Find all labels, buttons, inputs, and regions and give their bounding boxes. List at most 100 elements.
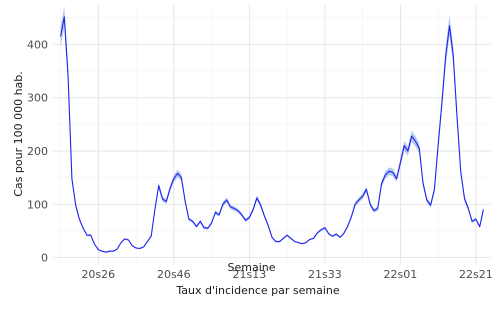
data-point (139, 248, 140, 249)
data-point (245, 220, 246, 221)
data-point (468, 208, 469, 209)
data-point (71, 178, 72, 179)
data-point (264, 215, 265, 216)
data-point (219, 214, 220, 215)
x-tick-label: 22s01 (384, 268, 418, 281)
data-point (317, 232, 318, 233)
data-point (343, 233, 344, 234)
y-tick-label: 200 (27, 145, 48, 158)
data-point (256, 197, 257, 198)
data-point (404, 145, 405, 146)
data-point (203, 227, 204, 228)
data-point (90, 235, 91, 236)
data-point (188, 219, 189, 220)
data-point (253, 209, 254, 210)
data-point (389, 171, 390, 172)
data-point (158, 185, 159, 186)
data-point (271, 237, 272, 238)
data-point (86, 235, 87, 236)
data-point (177, 173, 178, 174)
data-point (170, 188, 171, 189)
data-point (249, 217, 250, 218)
data-point (434, 189, 435, 190)
data-point (222, 204, 223, 205)
data-point (132, 245, 133, 246)
grid-lines (53, 4, 491, 265)
data-point (347, 226, 348, 227)
data-point (98, 249, 99, 250)
data-point (355, 204, 356, 205)
data-point (94, 244, 95, 245)
data-point (422, 182, 423, 183)
x-tick-label: 20s26 (81, 268, 115, 281)
data-point (260, 205, 261, 206)
data-point (445, 56, 446, 57)
y-axis-title: Cas pour 100 000 hab. (12, 71, 25, 197)
x-tick-labels: 20s26 20s46 21s13 21s33 22s01 22s21 (81, 268, 492, 281)
data-point (373, 210, 374, 211)
data-point (211, 222, 212, 223)
data-point (438, 145, 439, 146)
data-point (200, 221, 201, 222)
data-point (196, 226, 197, 227)
data-point (351, 217, 352, 218)
data-point (109, 251, 110, 252)
data-point (298, 242, 299, 243)
data-point (241, 214, 242, 215)
data-point (207, 228, 208, 229)
data-point (143, 246, 144, 247)
data-point (279, 241, 280, 242)
data-point (456, 116, 457, 117)
data-point (268, 225, 269, 226)
data-point (234, 208, 235, 209)
x-tick-label: 20s46 (157, 268, 191, 281)
x-tick-label: 21s13 (232, 268, 266, 281)
data-point (472, 221, 473, 222)
data-point (275, 241, 276, 242)
y-tick-labels: 0 100 200 300 400 (27, 38, 48, 264)
data-point (79, 219, 80, 220)
data-point (411, 136, 412, 137)
data-point (396, 178, 397, 179)
series-line (60, 16, 484, 253)
data-point (377, 208, 378, 209)
data-point (185, 201, 186, 202)
data-point (362, 196, 363, 197)
data-point (75, 205, 76, 206)
data-point (237, 210, 238, 211)
chart-caption: Taux d'incidence par semaine (175, 284, 340, 297)
data-point (381, 183, 382, 184)
data-point (154, 209, 155, 210)
data-point (226, 199, 227, 200)
data-point (426, 199, 427, 200)
data-point (328, 233, 329, 234)
data-point (302, 243, 303, 244)
data-point (68, 76, 69, 77)
x-tick-label: 21s33 (308, 268, 342, 281)
data-point (60, 36, 61, 37)
data-point (483, 209, 484, 210)
data-point (415, 141, 416, 142)
data-point (313, 238, 314, 239)
data-point (136, 247, 137, 248)
data-point (147, 241, 148, 242)
data-point (162, 198, 163, 199)
data-point (339, 237, 340, 238)
data-point (407, 150, 408, 151)
data-point (400, 162, 401, 163)
data-point (332, 236, 333, 237)
y-tick-label: 0 (41, 252, 48, 265)
x-tick-label: 22s21 (459, 268, 493, 281)
data-point (64, 16, 65, 17)
data-point (230, 206, 231, 207)
data-point (151, 236, 152, 237)
data-point (113, 251, 114, 252)
data-point (287, 235, 288, 236)
data-point (475, 219, 476, 220)
data-point (460, 172, 461, 173)
data-point (385, 174, 386, 175)
data-point (479, 226, 480, 227)
data-point (430, 205, 431, 206)
